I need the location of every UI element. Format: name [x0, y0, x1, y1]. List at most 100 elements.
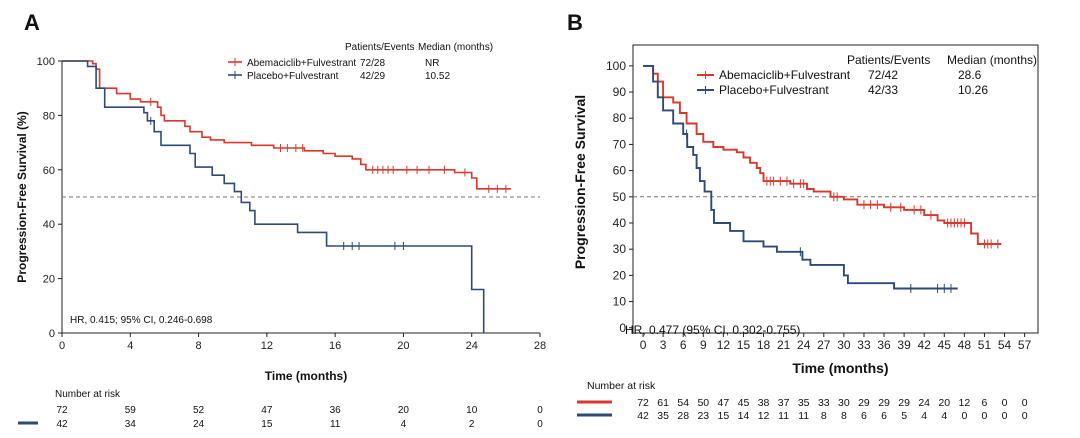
y-tick-label: 0	[49, 328, 55, 340]
risk-count: 0	[1022, 397, 1028, 409]
x-tick-label: 18	[757, 338, 771, 352]
km-curve-placebo	[62, 60, 485, 333]
panel-label-a: A	[24, 10, 40, 35]
risk-count: 11	[798, 410, 809, 422]
risk-count: 15	[261, 419, 273, 430]
x-tick-label: 6	[680, 338, 687, 352]
hazard-ratio-annotation: HR, 0.415; 95% CI, 0.246-0.698	[70, 315, 213, 326]
risk-count: 8	[821, 410, 827, 422]
legend-median: 28.6	[958, 68, 982, 82]
risk-count: 6	[881, 410, 887, 422]
y-tick-label: 90	[613, 85, 627, 99]
x-tick-label: 42	[918, 338, 932, 352]
x-tick-label: 24	[797, 338, 811, 352]
x-tick-label: 45	[938, 338, 952, 352]
risk-count: 72	[56, 405, 68, 416]
risk-count: 24	[193, 419, 205, 430]
risk-count: 72	[637, 397, 649, 409]
y-axis-title: Progression-Free Survival	[572, 95, 588, 269]
risk-table-title: Number at risk	[587, 380, 656, 392]
risk-count: 47	[718, 397, 730, 409]
legend-patients-events: 72/28	[360, 58, 385, 69]
risk-count: 15	[718, 410, 730, 422]
x-axis-title: Time (months)	[265, 369, 347, 383]
km-curve-abemaciclib	[643, 64, 1002, 245]
risk-count: 29	[858, 397, 870, 409]
x-tick-label: 0	[640, 338, 647, 352]
risk-count: 4	[941, 410, 947, 422]
risk-count: 37	[778, 397, 790, 409]
legend-median: NR	[425, 58, 439, 69]
risk-count: 0	[537, 419, 543, 430]
risk-count: 23	[697, 410, 709, 422]
x-tick-label: 39	[897, 338, 911, 352]
x-tick-label: 12	[261, 340, 273, 352]
x-tick-label: 48	[958, 338, 972, 352]
x-tick-label: 20	[397, 340, 409, 352]
legend-patients-events: 42/29	[360, 71, 385, 82]
risk-count: 52	[193, 405, 205, 416]
x-axis-title: Time (months)	[792, 360, 888, 376]
risk-count: 11	[778, 410, 789, 422]
risk-count: 11	[330, 419, 341, 430]
risk-count: 0	[1022, 410, 1028, 422]
y-tick-label: 100	[606, 59, 626, 73]
x-tick-label: 27	[817, 338, 831, 352]
y-tick-label: 40	[613, 216, 627, 230]
x-tick-label: 12	[717, 338, 731, 352]
legend-series-name: Placebo+Fulvestrant	[719, 83, 829, 97]
y-tick-label: 50	[613, 190, 627, 204]
x-tick-label: 21	[777, 338, 791, 352]
x-tick-label: 28	[534, 340, 546, 352]
risk-count: 12	[959, 397, 971, 409]
x-tick-label: 54	[998, 338, 1012, 352]
risk-count: 6	[861, 410, 867, 422]
risk-count: 61	[657, 397, 669, 409]
x-tick-label: 51	[978, 338, 992, 352]
y-tick-label: 40	[43, 219, 55, 231]
risk-count: 4	[401, 419, 407, 430]
x-tick-label: 30	[837, 338, 851, 352]
risk-count: 6	[982, 397, 988, 409]
x-tick-label: 0	[59, 340, 65, 352]
risk-count: 45	[738, 397, 750, 409]
legend-header-patients-events: Patients/Events	[345, 42, 414, 53]
risk-count: 5	[901, 410, 907, 422]
legend-median: 10.52	[425, 71, 450, 82]
y-tick-label: 70	[613, 137, 627, 151]
risk-count: 2	[469, 419, 475, 430]
risk-count: 0	[537, 405, 543, 416]
risk-count: 42	[637, 410, 649, 422]
legend-series-name: Abemaciclib+Fulvestrant	[719, 68, 851, 82]
risk-count: 50	[697, 397, 709, 409]
plot-frame	[632, 44, 1039, 334]
risk-count: 24	[918, 397, 930, 409]
risk-count: 29	[898, 397, 910, 409]
x-tick-label: 16	[329, 340, 341, 352]
risk-count: 12	[758, 410, 770, 422]
y-tick-label: 80	[613, 111, 627, 125]
y-tick-label: 0	[619, 321, 626, 335]
legend-header-median: Median (months)	[947, 53, 1037, 67]
risk-table-title: Number at risk	[55, 389, 121, 400]
hazard-ratio-annotation: HR, 0.477 (95% CI, 0.302-0.755)	[625, 323, 800, 337]
y-axis-title: Progression-Free Survival (%)	[15, 111, 29, 282]
legend-header-median: Median (months)	[418, 42, 493, 53]
x-tick-label: 36	[877, 338, 891, 352]
y-tick-label: 10	[613, 295, 627, 309]
risk-count: 14	[738, 410, 750, 422]
panel-label-b: B	[567, 10, 583, 35]
km-curve-placebo	[643, 64, 958, 290]
risk-count: 33	[818, 397, 830, 409]
risk-count: 8	[841, 410, 847, 422]
x-tick-label: 33	[857, 338, 871, 352]
risk-count: 29	[878, 397, 890, 409]
x-tick-label: 57	[1018, 338, 1032, 352]
risk-count: 28	[677, 410, 689, 422]
y-tick-label: 20	[613, 268, 627, 282]
legend-patients-events: 42/33	[868, 83, 898, 97]
risk-count: 34	[125, 419, 137, 430]
risk-count: 0	[1002, 397, 1008, 409]
